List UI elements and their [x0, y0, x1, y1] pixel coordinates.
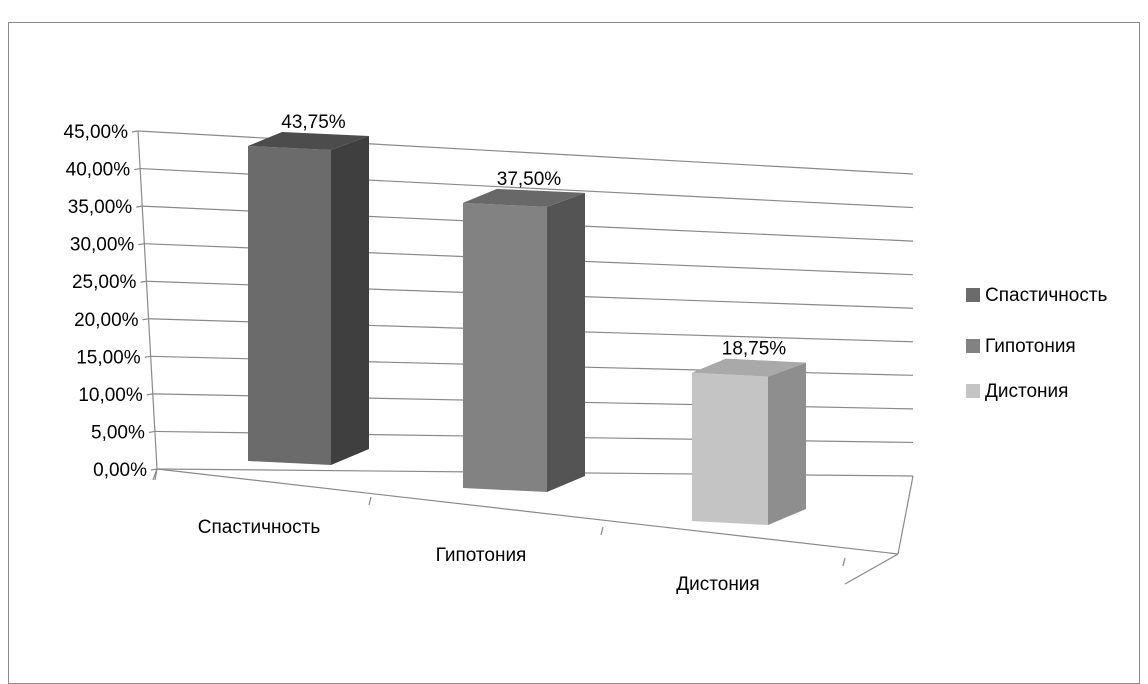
y-tick-label: 30,00%: [70, 235, 135, 256]
legend-swatch: [966, 288, 980, 302]
x-tick-mark: [842, 557, 846, 567]
floor-front-right: [844, 553, 899, 585]
y-tick-mark: [140, 280, 147, 283]
legend-label: Гипотония: [985, 336, 1076, 357]
x-tick-mark: [368, 496, 372, 506]
data-label: 37,50%: [497, 169, 562, 190]
x-tick-label: Дистония: [676, 574, 759, 595]
floor-right-edge: [897, 475, 914, 555]
y-tick-label: 40,00%: [66, 160, 131, 181]
x-tick-label: Спастичность: [198, 517, 321, 538]
y-tick-label: 10,00%: [78, 385, 143, 406]
y-tick-mark: [150, 468, 158, 471]
bar-front: [463, 202, 547, 492]
bar-top: [248, 132, 369, 150]
bar-side: [547, 192, 585, 492]
y-tick-label: 45,00%: [64, 122, 129, 143]
data-label: 18,75%: [722, 339, 787, 360]
bar-top: [692, 358, 806, 377]
y-tick-label: 15,00%: [76, 347, 141, 368]
y-tick-mark: [148, 430, 155, 434]
y-tick-mark: [131, 130, 139, 133]
y-tick-mark: [146, 393, 153, 396]
legend-swatch: [966, 384, 980, 398]
legend-swatch: [966, 339, 980, 353]
y-tick-label: 35,00%: [68, 197, 133, 218]
y-tick-label: 25,00%: [72, 272, 137, 293]
x-tick-mark: [600, 526, 604, 536]
bar-front: [248, 146, 331, 465]
bar-side: [331, 136, 369, 465]
y-tick-mark: [134, 167, 141, 171]
y-axis-line: [137, 130, 158, 470]
floor-front-left: [154, 468, 158, 481]
x-axis-line: [156, 468, 899, 555]
bar-front: [692, 372, 768, 525]
y-tick-mark: [142, 318, 149, 321]
y-tick-label: 5,00%: [91, 422, 145, 443]
y-tick-label: 0,00%: [93, 460, 147, 481]
y-tick-mark: [144, 355, 151, 358]
data-label: 43,75%: [281, 112, 346, 133]
bar-top: [463, 188, 585, 207]
y-tick-mark: [138, 243, 145, 246]
legend-label: Спастичность: [985, 285, 1108, 306]
x-tick-label: Гипотония: [436, 545, 527, 566]
legend-label: Дистония: [985, 381, 1068, 402]
y-tick-label: 20,00%: [74, 310, 139, 331]
bar-side: [768, 362, 806, 525]
y-tick-mark: [136, 205, 143, 208]
